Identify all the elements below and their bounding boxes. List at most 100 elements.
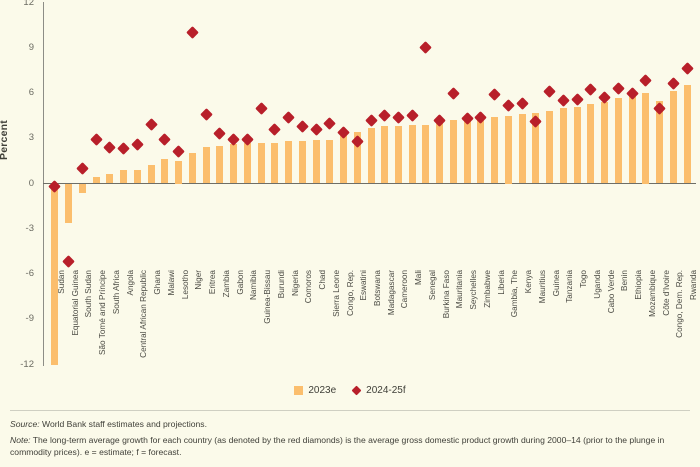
y-axis-ticks: 12 9 6 3 0 -3 -6 -9 -12 [0,0,40,467]
category-label: Guinea-Bissau [263,270,273,324]
category-label: Tanzania [565,270,575,303]
note-label: Note: [10,435,31,446]
bar [491,117,499,184]
category-label: Angola [125,270,135,296]
bar [546,111,554,184]
category-label: Senegal [427,270,437,301]
y-tick-label: 6 [28,87,34,98]
bar [340,133,347,184]
y-tick-label: -12 [20,358,34,370]
category-label: Ethiopia [634,270,644,300]
category-label: Liberia [496,270,506,295]
category-label: Nigeria [290,270,300,296]
category-label: Sierra Leone [331,270,341,317]
category-label: Cabo Verde [606,270,616,314]
bar [202,147,210,184]
bar [216,145,224,184]
category-label: Zimbabwe [482,270,492,308]
bar [559,108,567,184]
diamond-marker [502,98,515,112]
bar [601,102,609,184]
zero-baseline [43,183,696,185]
bar [147,165,155,184]
bar [271,142,279,184]
bar [642,93,650,184]
category-label: Niger [194,270,204,290]
category-label: Uganda [592,270,602,299]
diamond-marker [405,109,419,122]
legend-diamond-icon [351,385,362,396]
category-label: Comoros [304,270,314,304]
diamond-marker [557,94,570,107]
category-label: Guinea [551,270,561,297]
bar [614,97,622,184]
category-label: Mali [414,270,424,286]
diamond-marker [185,26,199,40]
y-tick-label: 12 [23,0,34,8]
diamond-marker [680,62,694,76]
diamond-marker [392,110,405,124]
category-label: Gabon [235,270,245,295]
legend-label: 2023e [308,385,337,396]
bar [161,159,169,184]
bar [175,160,183,184]
bar [367,127,375,184]
bar [518,114,526,184]
category-label: Mauritania [455,270,465,309]
bar [312,139,320,184]
diamond-marker [323,116,337,130]
category-label: Malawi [166,270,176,296]
category-label: Eswatini [359,270,369,301]
bar [422,124,430,184]
diamond-marker [130,137,144,151]
bar [463,120,471,184]
category-label: Mozambique [647,270,657,317]
bar [230,144,238,184]
diamond-marker [570,92,584,106]
category-label: Togo [579,270,589,288]
category-label: Benin [620,270,630,291]
footnote-divider [10,410,690,411]
category-label: Kenya [524,270,534,294]
legend-label: 2024-25f [366,385,406,396]
category-label: South Sudan [84,270,94,318]
bar [257,142,265,184]
bar [120,169,128,184]
bar [477,118,485,184]
bar [408,124,416,184]
diamond-marker [172,145,185,159]
category-label: Mauritius [537,270,547,304]
diamond-marker [378,109,392,122]
diamond-marker [295,119,309,133]
category-label: Equatorial Guinea [70,270,80,336]
diamond-marker [89,133,103,147]
legend-item: 2024-25f [351,385,406,396]
y-tick-label: -9 [25,313,34,325]
category-label: Namibia [249,270,259,301]
bar [298,141,306,184]
category-label: Madagascar [386,270,396,316]
category-label: Cameroon [400,270,410,309]
category-label: Lesotho [180,270,190,300]
category-label: Seychelles [469,270,479,310]
category-label: Eritrea [208,270,218,295]
bar [92,177,100,184]
bar [133,169,141,184]
diamond-marker [667,77,680,91]
source-text: World Bank staff estimates and projectio… [39,419,207,429]
category-label: São Tomé and Príncipe [98,270,108,355]
bar [504,115,512,184]
y-tick-label: 9 [28,41,34,53]
category-label: Sudan [56,270,66,294]
diamond-marker [268,122,282,136]
bar [188,153,196,184]
y-tick-label: -3 [25,222,34,234]
category-label: Gambia, The [510,270,520,318]
category-label: Central African Republic [139,270,149,358]
diamond-marker [117,142,130,156]
bar [106,174,114,184]
bar [243,142,251,184]
bar [381,126,389,184]
diamond-marker [144,118,158,132]
